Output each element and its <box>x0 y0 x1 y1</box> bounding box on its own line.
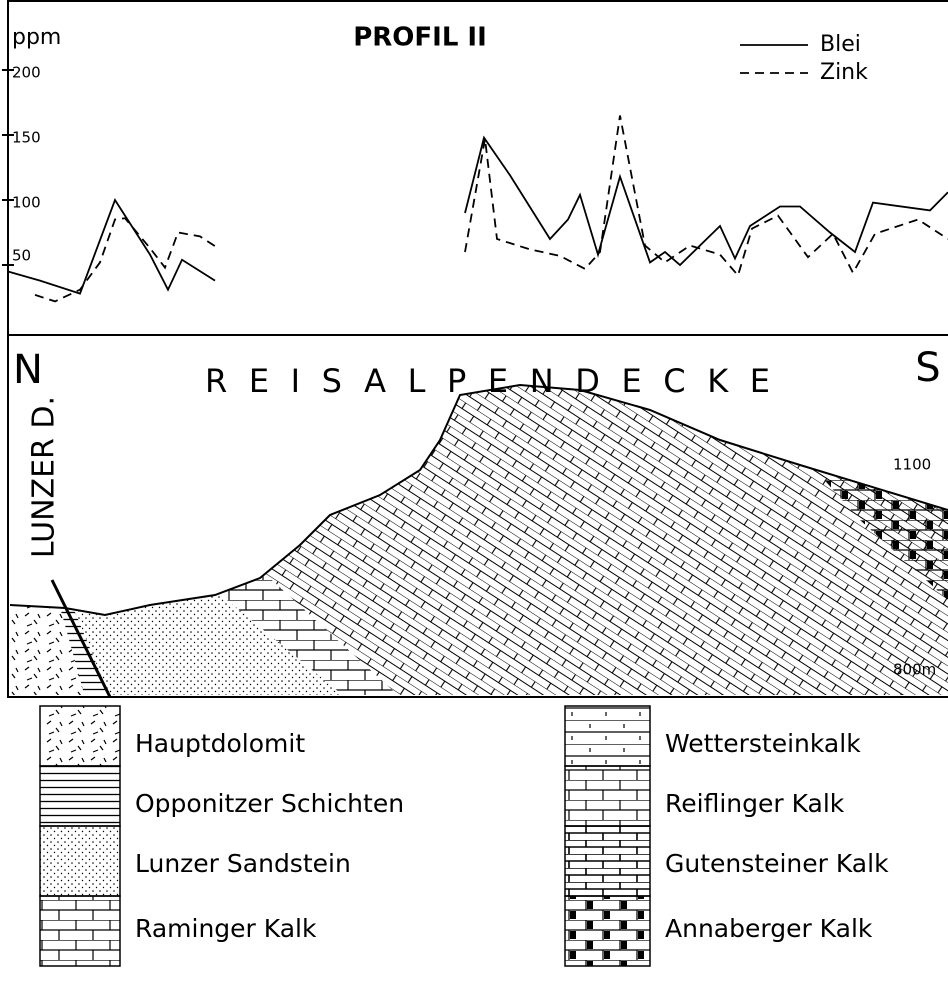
y-tick-label: 50 <box>12 247 31 265</box>
lithology-legend: Hauptdolomit Opponitzer Schichten Lunzer… <box>40 706 889 966</box>
legend-label: Wettersteinkalk <box>665 729 861 758</box>
legend-swatch <box>565 706 650 766</box>
y-axis-label: ppm <box>12 25 61 50</box>
chart-title: PROFIL II <box>353 23 487 53</box>
legend-label: Gutensteiner Kalk <box>665 849 889 878</box>
legend-swatch <box>40 706 120 766</box>
north-label: N <box>13 347 43 393</box>
fault-label: LUNZER D. <box>27 396 62 558</box>
legend-label: Reiflinger Kalk <box>665 789 845 818</box>
legend-label: Annaberger Kalk <box>665 914 873 943</box>
south-label: S <box>915 345 940 391</box>
legend-swatch <box>40 896 120 966</box>
legend-label: Lunzer Sandstein <box>135 849 351 878</box>
elevation-high: 1100 <box>893 456 931 474</box>
legend-label: Opponitzer Schichten <box>135 789 404 818</box>
plot-area: 50 100 150 200 Blei Zink <box>2 32 948 301</box>
legend-label: Raminger Kalk <box>135 914 317 943</box>
data-line <box>35 116 948 302</box>
legend-label: Zink <box>820 60 868 85</box>
legend-swatch <box>565 896 650 966</box>
section-fill <box>10 380 948 697</box>
elevation-low: 800m <box>893 661 936 679</box>
y-tick-label: 100 <box>12 194 41 212</box>
legend-label: Hauptdolomit <box>135 729 305 758</box>
figure: ppm PROFIL II 50 100 150 200 Blei Zink N S RE… <box>0 0 948 992</box>
legend-swatch <box>565 826 650 896</box>
y-tick-label: 200 <box>12 64 41 82</box>
limestone-zone <box>250 380 948 697</box>
data-line <box>8 138 948 294</box>
y-tick-label: 150 <box>12 129 41 147</box>
legend-swatch <box>565 766 650 826</box>
section-title: REISALPENDECKE <box>205 362 770 400</box>
legend-label: Blei <box>820 32 861 57</box>
legend-swatch <box>40 826 120 896</box>
legend-swatch <box>40 766 120 826</box>
